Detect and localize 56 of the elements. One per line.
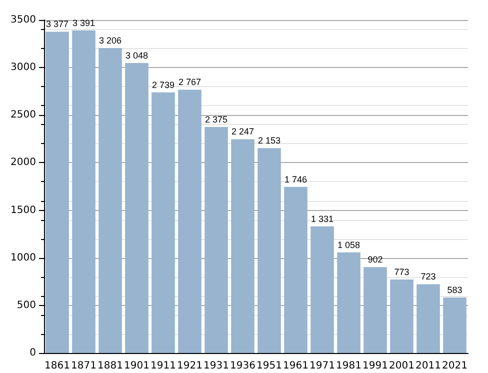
y-tick-label: 1500 [10, 204, 36, 216]
x-tick-label: 1901 [124, 360, 150, 372]
bar [204, 127, 228, 353]
data-label: 773 [394, 266, 410, 277]
x-tick-label: 2021 [442, 360, 468, 372]
x-tick-label: 1936 [230, 360, 256, 372]
y-tick-label: 2000 [10, 157, 36, 168]
data-label: 2 375 [204, 114, 228, 125]
x-tick-label: 1921 [177, 360, 202, 372]
x-tick-label: 1971 [310, 360, 335, 372]
bar [284, 186, 308, 353]
y-tick-label: 0 [30, 348, 36, 358]
x-tick-label: 1911 [150, 360, 176, 372]
data-label: 2 153 [258, 136, 281, 146]
x-tick-label: 1881 [98, 360, 123, 372]
bar [46, 32, 69, 353]
x-tick-label: 2001 [389, 360, 414, 372]
data-label: 2 739 [152, 80, 175, 90]
data-label: 1 331 [310, 214, 334, 224]
data-label: 3 048 [125, 50, 148, 61]
y-tick-label: 3000 [10, 62, 36, 74]
bar [231, 139, 254, 353]
x-tick-label: 1861 [44, 360, 70, 372]
x-tick-label: 1931 [204, 360, 229, 372]
data-label: 2 767 [178, 77, 202, 88]
data-label: 3 206 [98, 35, 122, 46]
y-tick-label: 3500 [10, 14, 36, 26]
data-label: 583 [447, 285, 462, 296]
bar [416, 284, 440, 353]
data-label: 3 377 [46, 19, 69, 30]
data-label: 3 391 [72, 18, 96, 28]
bar [390, 279, 414, 353]
bar [443, 298, 466, 353]
data-label: 723 [420, 272, 436, 282]
bar [310, 226, 334, 353]
x-tick-label: 1961 [283, 360, 308, 372]
bar [72, 30, 96, 353]
data-label: 1 746 [284, 174, 308, 184]
x-tick-label: 1991 [362, 360, 388, 372]
y-tick-label: 2500 [10, 110, 36, 121]
data-label: 902 [368, 254, 383, 265]
bar [98, 48, 122, 353]
x-tick-label: 1951 [256, 360, 282, 372]
bar [178, 90, 202, 353]
y-tick-label: 500 [16, 300, 36, 311]
data-label: 1 058 [337, 240, 360, 250]
bar [258, 148, 281, 353]
bar [125, 63, 148, 353]
bar [337, 252, 360, 353]
x-tick-label: 2011 [416, 360, 441, 372]
x-tick-label: 1871 [71, 360, 96, 372]
y-tick-label: 1000 [10, 252, 36, 264]
x-tick-label: 1981 [336, 360, 362, 372]
bar [152, 92, 175, 353]
bar [364, 267, 387, 353]
data-label: 2 247 [231, 126, 254, 137]
